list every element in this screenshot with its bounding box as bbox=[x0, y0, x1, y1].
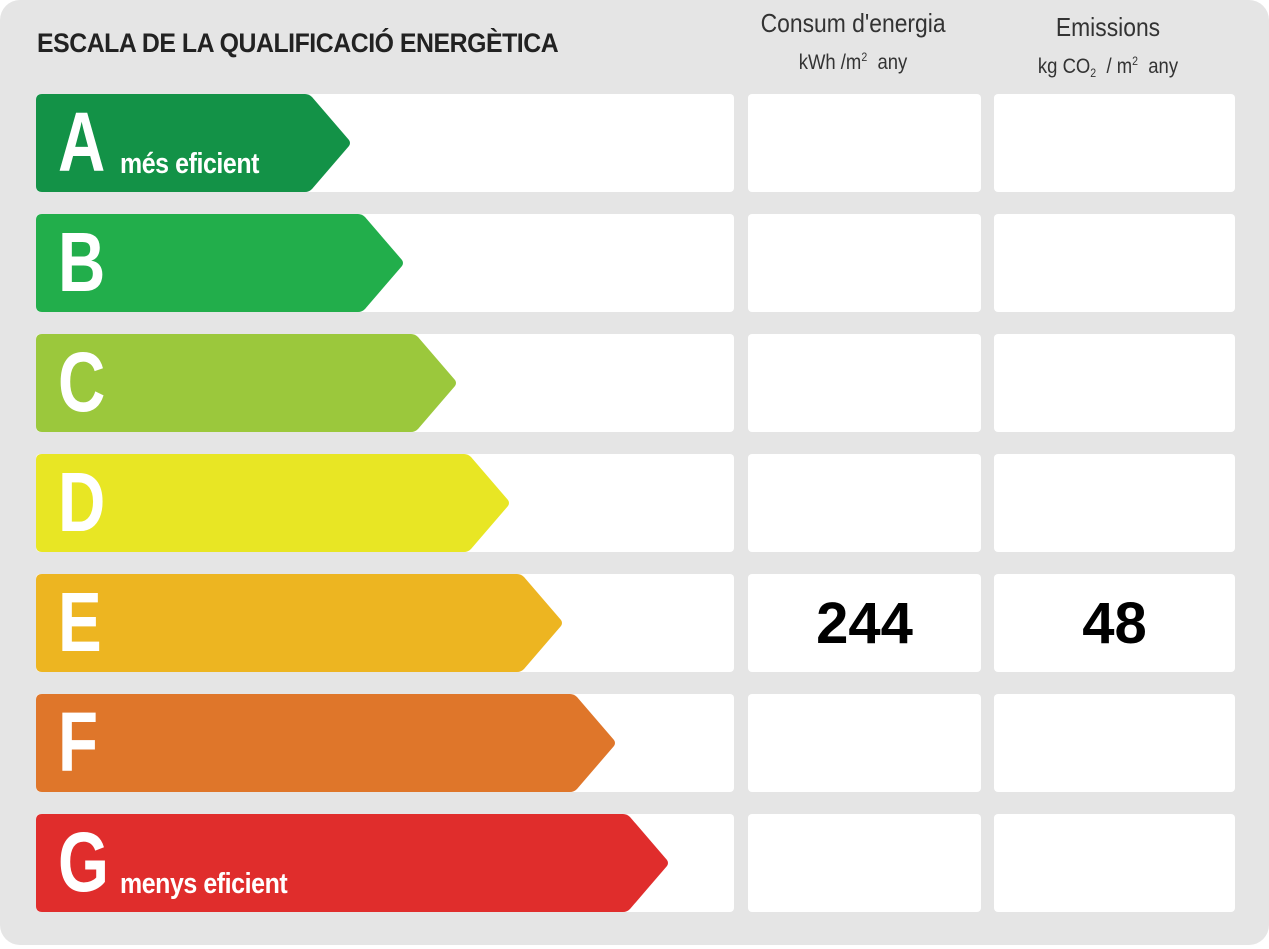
rating-arrow-c: C bbox=[36, 334, 457, 432]
emissions-value-cell bbox=[994, 694, 1235, 792]
rating-letter: E bbox=[58, 575, 102, 669]
rating-arrow-shape bbox=[36, 814, 668, 912]
rating-row-c: C bbox=[36, 334, 1235, 432]
emissions-column-label: Emissions bbox=[1055, 12, 1161, 42]
rating-arrow-shape bbox=[36, 94, 350, 192]
energy-column-label: Consum d'energia bbox=[760, 8, 946, 38]
rating-arrow-shape bbox=[36, 454, 509, 552]
energy-value-cell bbox=[748, 214, 981, 312]
rating-row-b: B bbox=[36, 214, 1235, 312]
energy-value-cell bbox=[748, 94, 981, 192]
rating-arrow-e: E bbox=[36, 574, 563, 672]
energy-value-cell bbox=[748, 334, 981, 432]
energy-column-header: Consum d'energia kWh /m2 any bbox=[748, 8, 958, 76]
rating-letter: C bbox=[58, 335, 106, 429]
emissions-value-cell bbox=[994, 94, 1235, 192]
emissions-value-cell bbox=[994, 334, 1235, 432]
scale-title: ESCALA DE LA QUALIFICACIÓ ENERGÈTICA bbox=[37, 28, 559, 58]
rating-arrow-b: B bbox=[36, 214, 404, 312]
rating-sublabel: menys eficient bbox=[120, 868, 288, 900]
energy-column-unit: kWh /m2 any bbox=[798, 50, 908, 74]
emissions-value-cell bbox=[994, 454, 1235, 552]
rating-arrow-f: F bbox=[36, 694, 616, 792]
emissions-value-cell bbox=[994, 214, 1235, 312]
rating-arrow-d: D bbox=[36, 454, 510, 552]
rating-arrow-shape bbox=[36, 334, 456, 432]
emissions-column-unit: kg CO2 / m2 any bbox=[1037, 54, 1179, 80]
rating-letter: D bbox=[58, 455, 106, 549]
rating-row-e: E 244 48 bbox=[36, 574, 1235, 672]
energy-value-cell bbox=[748, 694, 981, 792]
rating-letter: A bbox=[58, 95, 106, 189]
emissions-column-header: Emissions kg CO2 / m2 any bbox=[994, 12, 1222, 86]
emissions-value-cell: 48 bbox=[994, 574, 1235, 672]
energy-value-cell bbox=[748, 814, 981, 912]
rating-arrow-shape bbox=[36, 214, 403, 312]
rating-sublabel: més eficient bbox=[120, 148, 260, 180]
rating-letter: G bbox=[58, 815, 109, 909]
rating-row-d: D bbox=[36, 454, 1235, 552]
rating-arrow-shape bbox=[36, 694, 615, 792]
rating-arrow-shape bbox=[36, 574, 562, 672]
rating-letter: B bbox=[58, 215, 106, 309]
rating-letter: F bbox=[58, 695, 99, 789]
energy-value-cell: 244 bbox=[748, 574, 981, 672]
emissions-value-cell bbox=[994, 814, 1235, 912]
rating-row-f: F bbox=[36, 694, 1235, 792]
energy-value-cell bbox=[748, 454, 981, 552]
